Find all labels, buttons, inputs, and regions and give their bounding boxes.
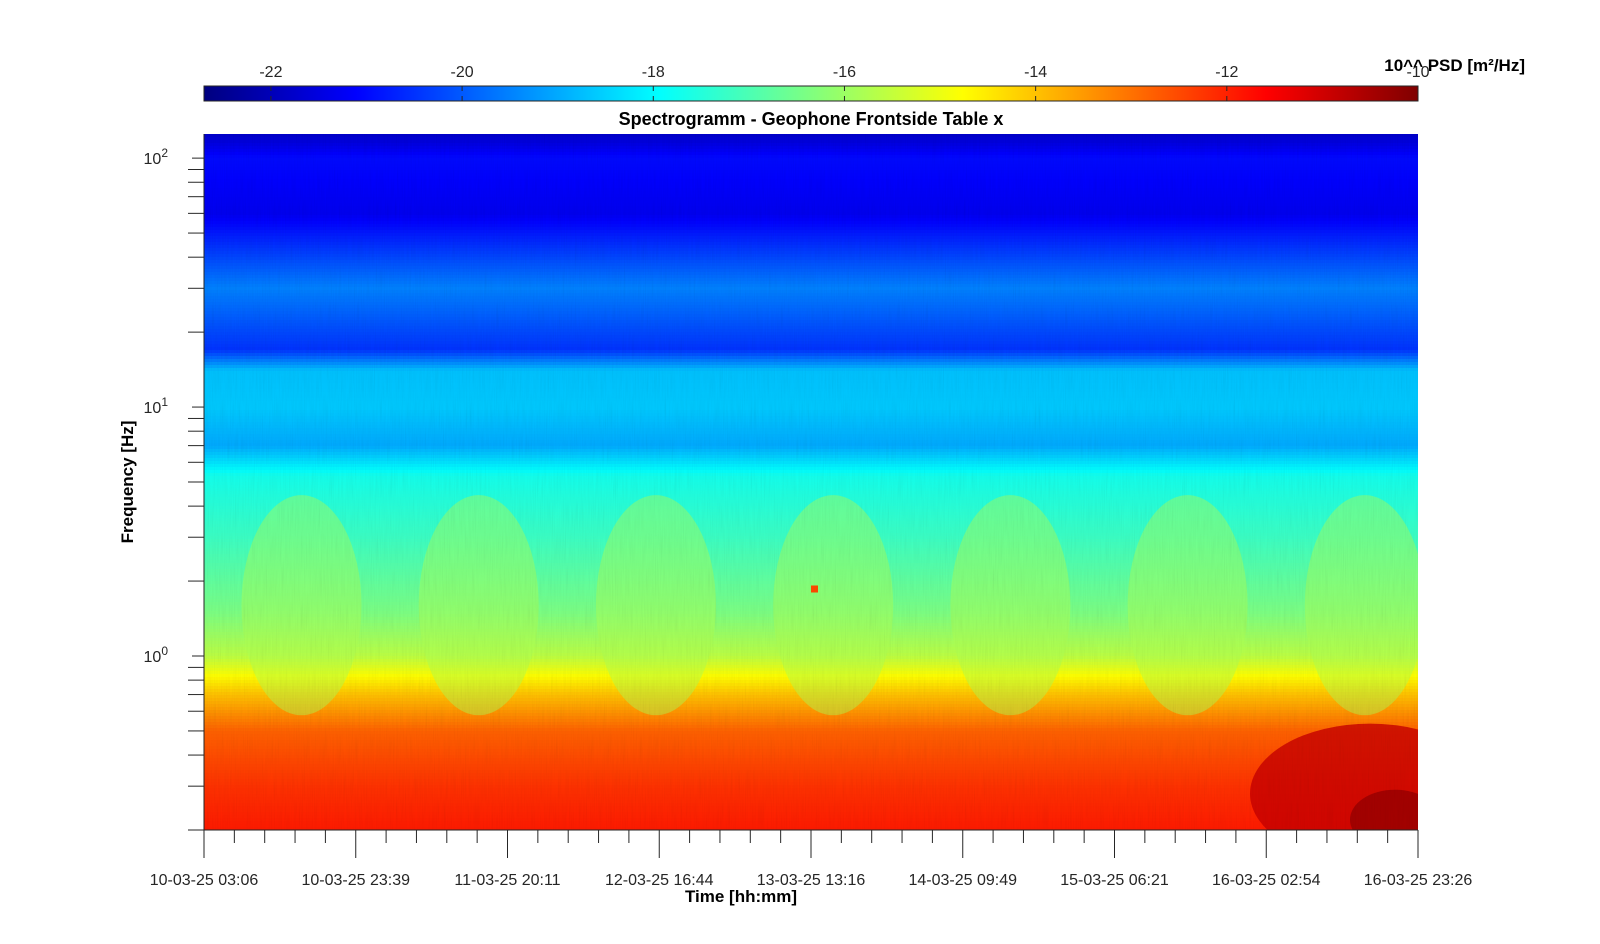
colorbar-tick-label: -12: [1215, 64, 1238, 81]
x-axis-ticks: 10-03-25 03:06 10-03-25 23:39 11-03-25 20:…: [150, 830, 1473, 889]
x-tick-label: 10-03-25 23:39: [301, 872, 410, 889]
colorbar-tick-label: -16: [833, 64, 856, 81]
y-tick-label: 102: [144, 146, 169, 168]
heatmap-area: [204, 134, 1418, 830]
y-tick-label-exponent: 1: [161, 395, 168, 409]
colorbar-label: 10^^ PSD [m²/Hz]: [1384, 56, 1525, 75]
chart-title: Spectrogramm - Geophone Frontside Table …: [619, 109, 1004, 129]
colorbar-tick-label: -20: [451, 64, 474, 81]
x-tick-label: 11-03-25 20:11: [454, 872, 560, 889]
colorbar-tick-label: -14: [1024, 64, 1047, 81]
colorbar-tick-label: -22: [259, 64, 282, 81]
y-tick-label: 100: [144, 644, 169, 666]
y-tick-label-base: 10: [144, 151, 162, 168]
colorbar: [203, 85, 1419, 102]
colorbar-tick-label: -18: [642, 64, 665, 81]
x-tick-label: 12-03-25 16:44: [605, 872, 714, 889]
x-tick-label: 16-03-25 23:26: [1364, 872, 1473, 889]
y-tick-label-exponent: 0: [161, 644, 168, 658]
colorbar-ticks: -22 -20 -18 -16 -14 -12 -10: [259, 64, 1430, 101]
heatmap-texture: [204, 134, 1418, 830]
x-tick-label: 16-03-25 02:54: [1212, 872, 1321, 889]
colorbar-tick-label: -10: [1406, 64, 1429, 81]
y-tick-label-base: 10: [144, 400, 162, 417]
x-axis-title: Time [hh:mm]: [685, 887, 797, 906]
y-tick-label-base: 10: [144, 649, 162, 666]
y-tick-label: 101: [144, 395, 169, 417]
x-tick-label: 14-03-25 09:49: [908, 872, 1017, 889]
y-tick-label-exponent: 2: [161, 146, 168, 160]
x-tick-label: 13-03-25 13:16: [757, 872, 866, 889]
x-tick-label: 15-03-25 06:21: [1060, 872, 1169, 889]
y-axis-title: Frequency [Hz]: [118, 421, 137, 544]
x-tick-label: 10-03-25 03:06: [150, 872, 259, 889]
